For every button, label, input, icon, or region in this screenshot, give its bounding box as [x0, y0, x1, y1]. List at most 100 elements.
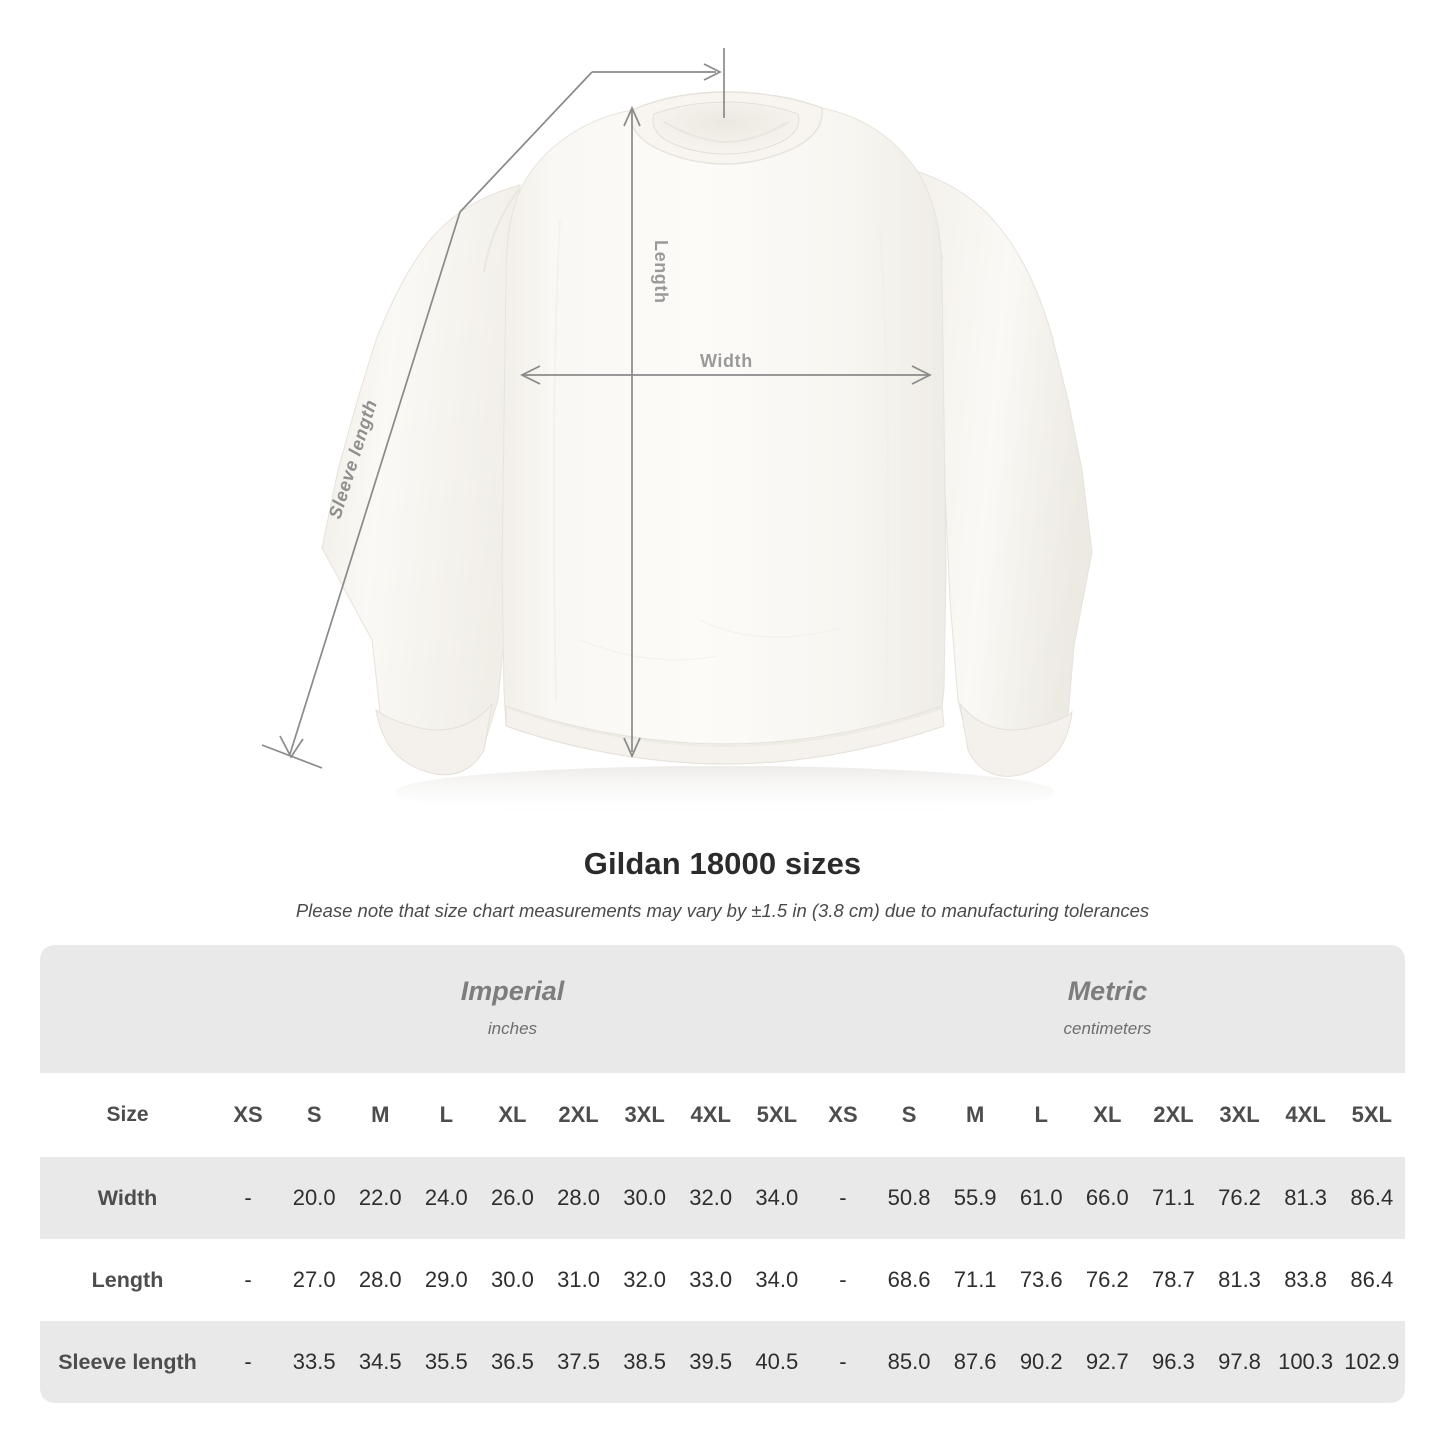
tolerance-note: Please note that size chart measurements…: [295, 900, 1150, 921]
cell-width-imperial-2xl: 28.0: [545, 1157, 612, 1239]
cell-sleeve-metric-4xl: 100.3: [1272, 1321, 1339, 1403]
size-header-imperial-s: S: [281, 1073, 348, 1157]
size-header-metric-l: L: [1008, 1073, 1075, 1157]
sleeve-bottom-tick: [261, 744, 323, 769]
row-label-sleeve-length: Sleeve length: [40, 1321, 216, 1403]
cell-sleeve-imperial-l: 35.5: [413, 1321, 480, 1403]
cell-width-imperial-s: 20.0: [281, 1157, 348, 1239]
table-row-sleeve-length: Sleeve length - 33.5 34.5 35.5 36.5 37.5…: [40, 1321, 1405, 1403]
size-header-imperial-m: M: [347, 1073, 414, 1157]
unit-name-metric: Metric: [1067, 976, 1148, 1006]
page-title: Gildan 18000 sizes: [583, 846, 862, 881]
cell-sleeve-metric-s: 85.0: [876, 1321, 943, 1403]
cell-width-metric-2xl: 71.1: [1140, 1157, 1207, 1239]
cell-length-metric-s: 68.6: [876, 1239, 943, 1321]
length-annotation-label: Length: [651, 240, 671, 304]
cell-sleeve-imperial-2xl: 37.5: [545, 1321, 612, 1403]
unit-band-metric: Metric centimeters: [809, 945, 1405, 1073]
cell-width-metric-4xl: 81.3: [1272, 1157, 1339, 1239]
cell-width-imperial-4xl: 32.0: [677, 1157, 744, 1239]
sleeve-top-arrowhead: [703, 63, 722, 81]
size-header-imperial-xl: XL: [479, 1073, 546, 1157]
size-header-row: Size XS S M L XL 2XL 3XL 4XL 5XL XS S M …: [40, 1073, 1405, 1157]
size-header-metric-xl: XL: [1074, 1073, 1141, 1157]
size-header-metric-m: M: [942, 1073, 1009, 1157]
size-header-imperial-l: L: [413, 1073, 480, 1157]
cell-sleeve-imperial-5xl: 40.5: [743, 1321, 810, 1403]
cell-width-imperial-l: 24.0: [413, 1157, 480, 1239]
cell-sleeve-imperial-xs: -: [215, 1321, 282, 1403]
cell-length-imperial-3xl: 32.0: [611, 1239, 678, 1321]
row-label-length: Length: [40, 1239, 216, 1321]
fabric-folds: [553, 219, 889, 701]
cell-length-imperial-4xl: 33.0: [677, 1239, 744, 1321]
cell-width-metric-5xl: 86.4: [1338, 1157, 1405, 1239]
cell-sleeve-metric-xs: -: [809, 1321, 876, 1403]
cell-length-metric-l: 73.6: [1008, 1239, 1075, 1321]
cell-length-imperial-2xl: 31.0: [545, 1239, 612, 1321]
width-annotation-label: Width: [700, 351, 753, 371]
row-label-width: Width: [40, 1157, 216, 1239]
size-header-metric-4xl: 4XL: [1272, 1073, 1339, 1157]
table-row-width: Width - 20.0 22.0 24.0 26.0 28.0 30.0 32…: [40, 1157, 1405, 1239]
cell-length-metric-3xl: 81.3: [1206, 1239, 1273, 1321]
cell-sleeve-metric-xl: 92.7: [1074, 1321, 1141, 1403]
cell-sleeve-imperial-xl: 36.5: [479, 1321, 546, 1403]
cell-length-metric-2xl: 78.7: [1140, 1239, 1207, 1321]
size-header-imperial-xs: XS: [215, 1073, 282, 1157]
sweatshirt-diagram: Length Width Sleeve length: [261, 48, 1093, 818]
measurement-lines: [261, 48, 932, 769]
unit-sub-metric: centimeters: [1063, 1019, 1152, 1038]
sleeve-length-line: [289, 71, 593, 755]
unit-name-imperial: Imperial: [460, 976, 565, 1006]
cell-sleeve-metric-3xl: 97.8: [1206, 1321, 1273, 1403]
neck-opening: [652, 101, 800, 155]
garment-shadow: [395, 766, 1055, 818]
cell-length-metric-xl: 76.2: [1074, 1239, 1141, 1321]
cell-width-metric-m: 55.9: [942, 1157, 1009, 1239]
cell-length-imperial-s: 27.0: [281, 1239, 348, 1321]
cell-sleeve-imperial-s: 33.5: [281, 1321, 348, 1403]
cell-length-imperial-5xl: 34.0: [743, 1239, 810, 1321]
cell-width-imperial-5xl: 34.0: [743, 1157, 810, 1239]
table-row-length: Length - 27.0 28.0 29.0 30.0 31.0 32.0 3…: [40, 1239, 1405, 1321]
unit-band-spacer: [40, 945, 216, 1073]
cell-sleeve-metric-m: 87.6: [942, 1321, 1009, 1403]
cell-sleeve-metric-l: 90.2: [1008, 1321, 1075, 1403]
right-cuff: [959, 702, 1073, 777]
size-header-label: Size: [40, 1073, 216, 1157]
left-cuff: [375, 702, 493, 776]
bottom-hem: [505, 705, 945, 765]
cell-sleeve-imperial-4xl: 39.5: [677, 1321, 744, 1403]
cell-sleeve-metric-5xl: 102.9: [1338, 1321, 1405, 1403]
size-chart-table: Imperial inches Metric centimeters Size …: [40, 945, 1405, 1403]
cell-length-imperial-l: 29.0: [413, 1239, 480, 1321]
cell-length-imperial-m: 28.0: [347, 1239, 414, 1321]
unit-sub-imperial: inches: [487, 1019, 538, 1038]
width-right-arrowhead: [911, 365, 932, 385]
cell-length-imperial-xs: -: [215, 1239, 282, 1321]
left-shoulder-seam: [482, 187, 521, 273]
cell-width-imperial-xs: -: [215, 1157, 282, 1239]
size-header-metric-2xl: 2XL: [1140, 1073, 1207, 1157]
width-left-arrowhead: [520, 365, 541, 385]
cell-sleeve-imperial-m: 34.5: [347, 1321, 414, 1403]
cell-sleeve-metric-2xl: 96.3: [1140, 1321, 1207, 1403]
cell-width-imperial-3xl: 30.0: [611, 1157, 678, 1239]
size-header-metric-s: S: [876, 1073, 943, 1157]
cell-length-metric-5xl: 86.4: [1338, 1239, 1405, 1321]
title-block: Gildan 18000 sizes Please note that size…: [0, 845, 1445, 923]
cell-width-metric-l: 61.0: [1008, 1157, 1075, 1239]
size-header-imperial-3xl: 3XL: [611, 1073, 678, 1157]
length-bottom-arrowhead: [623, 737, 641, 759]
size-chart-table-wrapper: Imperial inches Metric centimeters Size …: [40, 945, 1405, 1403]
size-header-metric-3xl: 3XL: [1206, 1073, 1273, 1157]
size-header-metric-xs: XS: [809, 1073, 876, 1157]
cell-width-imperial-m: 22.0: [347, 1157, 414, 1239]
unit-band-imperial: Imperial inches: [215, 945, 810, 1073]
size-header-imperial-5xl: 5XL: [743, 1073, 810, 1157]
cell-length-metric-4xl: 83.8: [1272, 1239, 1339, 1321]
hem-seam: [507, 707, 943, 748]
cell-width-metric-s: 50.8: [876, 1157, 943, 1239]
size-header-imperial-4xl: 4XL: [677, 1073, 744, 1157]
